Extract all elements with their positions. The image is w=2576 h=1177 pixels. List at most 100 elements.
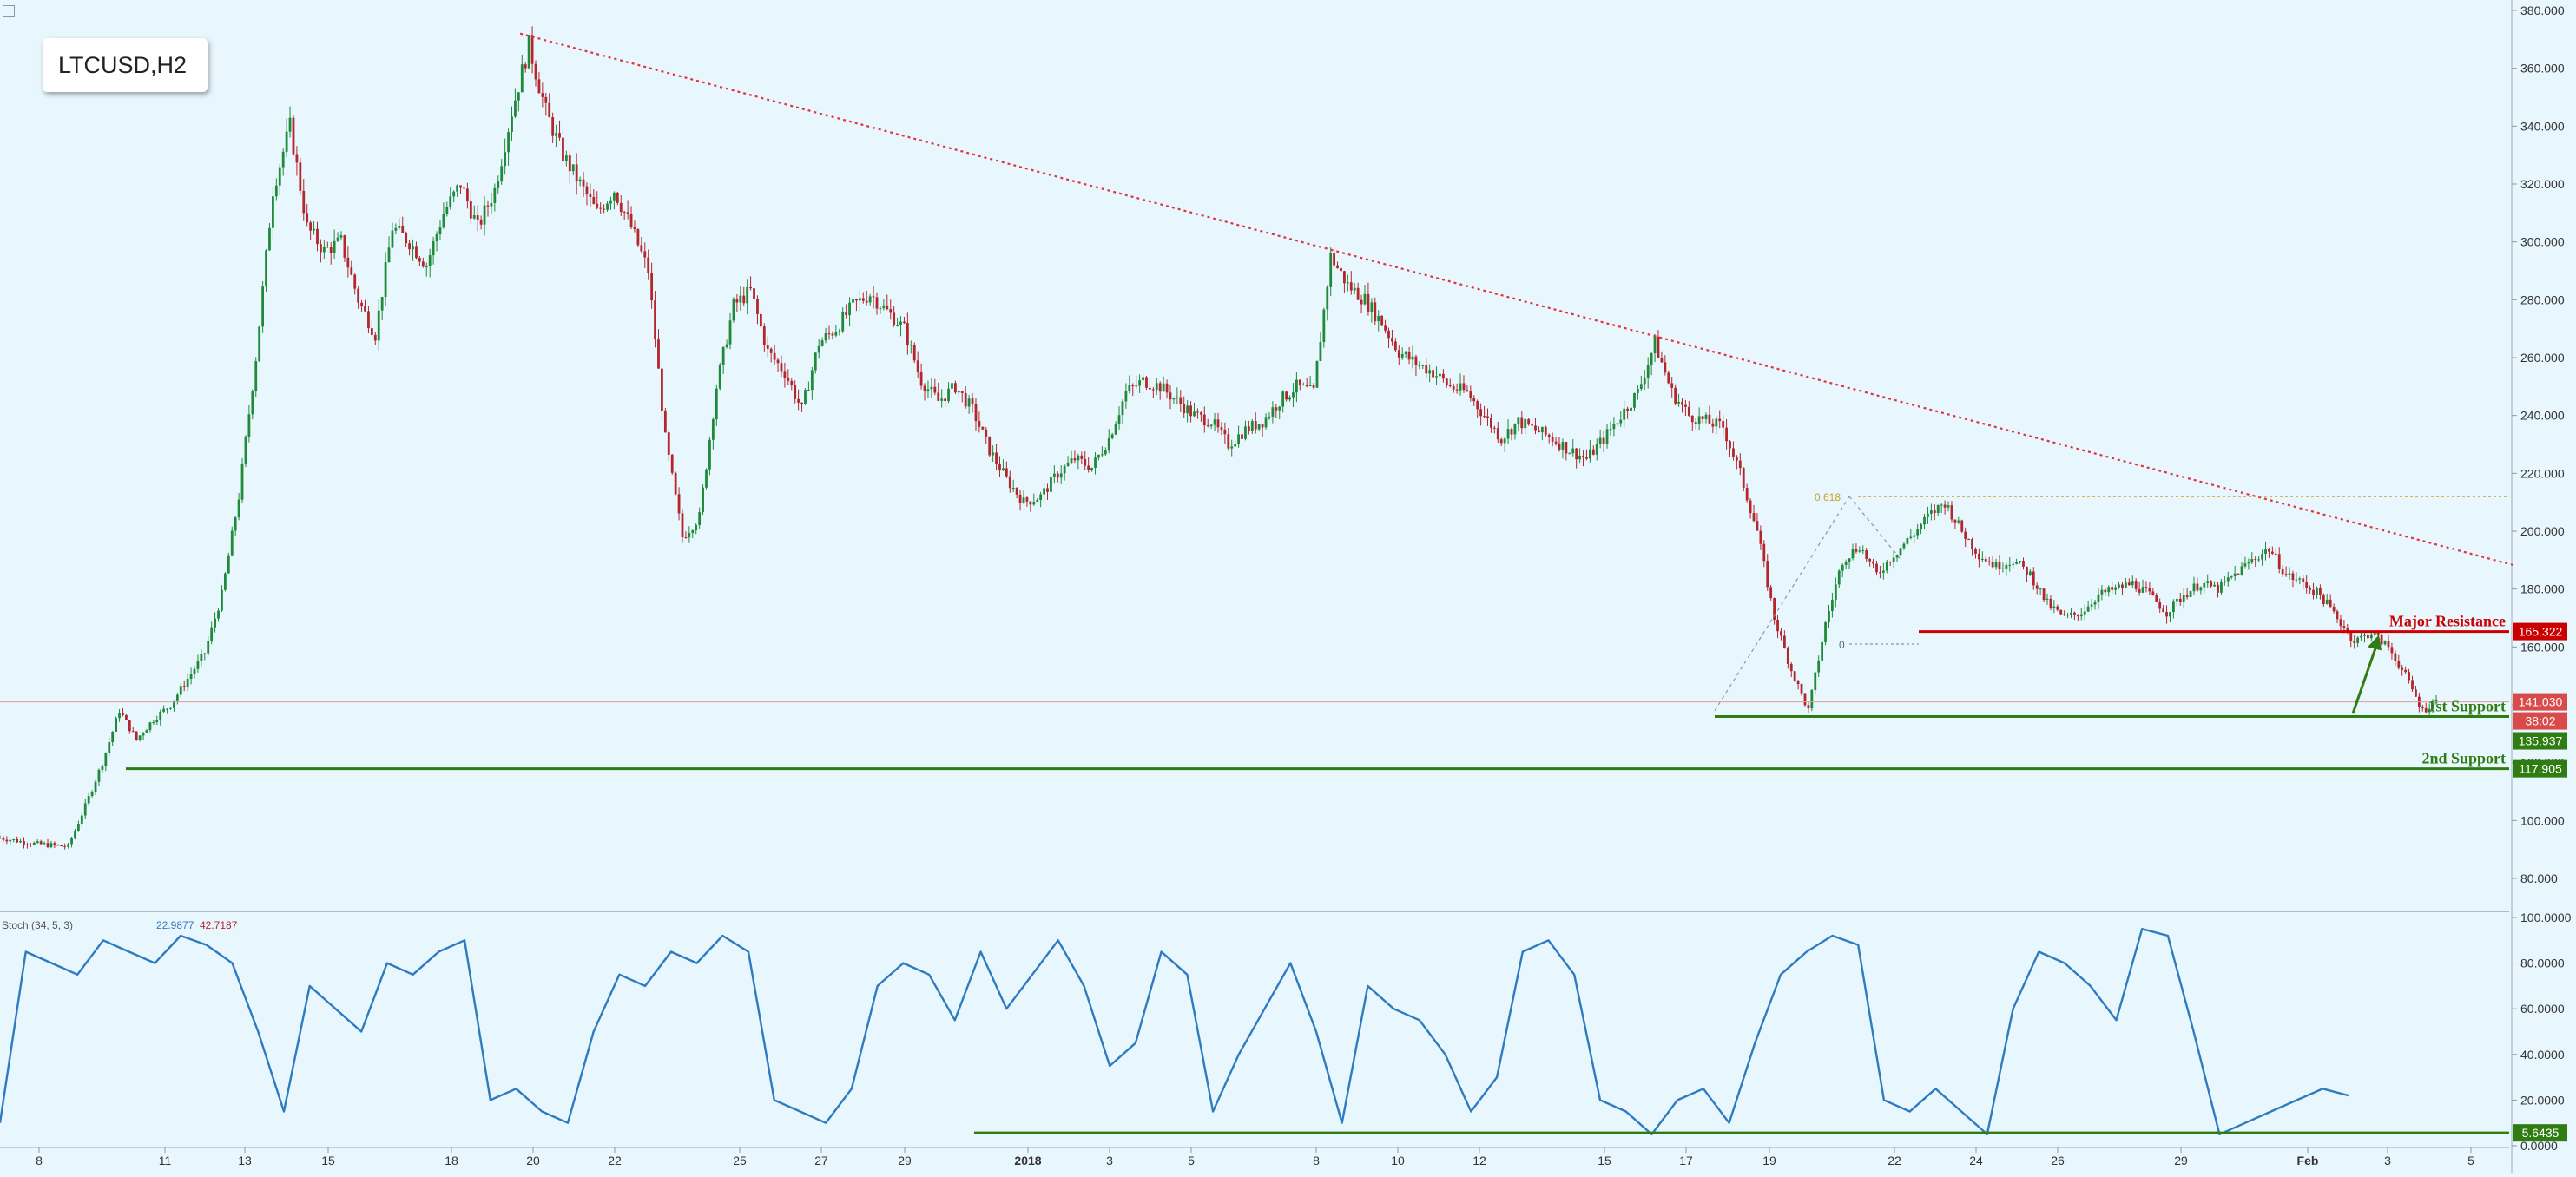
candle-body (1571, 448, 1575, 454)
candle-body (67, 844, 69, 847)
candle-body (387, 247, 391, 263)
candle-body (776, 359, 780, 364)
candle-body (623, 212, 626, 214)
candle-body (1936, 504, 1940, 514)
candle-body (53, 843, 56, 845)
collapse-icon[interactable]: – (3, 5, 15, 17)
candle-body (524, 64, 527, 69)
candle-body (1980, 558, 1984, 560)
candle-body (1520, 417, 1524, 429)
candle-body (2223, 581, 2226, 582)
candle-body (1084, 458, 1087, 466)
candle-body (688, 533, 691, 538)
candle-body (2295, 579, 2298, 581)
candle-body (804, 390, 807, 404)
candle-body (32, 842, 36, 845)
candle-body (2434, 699, 2438, 704)
stoch-level-tag-bg (2513, 1124, 2567, 1142)
candle-body (1960, 520, 1964, 532)
candle-body (2353, 641, 2356, 643)
candle-body (1947, 505, 1950, 508)
candle-body (732, 299, 735, 321)
candle-body (698, 512, 702, 525)
candle-body (2363, 634, 2366, 636)
candle-body (1015, 488, 1018, 495)
candle-body (1230, 446, 1234, 449)
candle-body (1828, 610, 1830, 623)
candle-body (967, 398, 971, 407)
candle-body (1374, 302, 1377, 322)
candle-body (1534, 425, 1537, 431)
candle-body (1414, 356, 1418, 365)
candle-body (2401, 667, 2404, 670)
candle-body (339, 235, 343, 238)
candle-body (1821, 641, 1824, 661)
time-tick-label: 17 (1679, 1154, 1693, 1167)
candle-body (1738, 460, 1742, 469)
candle-body (2268, 549, 2270, 552)
candle-body (1527, 418, 1531, 425)
candle-body (152, 722, 155, 724)
candle-body (1674, 387, 1677, 404)
candle-body (2056, 606, 2059, 610)
candle-body (2342, 626, 2346, 628)
candle-body (442, 214, 445, 228)
candle-body (954, 383, 957, 393)
candle-body (1179, 397, 1183, 404)
candle-body (2169, 612, 2171, 617)
candle-body (2411, 680, 2414, 690)
candle-body (691, 530, 695, 534)
candle-body (1759, 530, 1762, 544)
second-support-price-tag: 117.905 (2519, 762, 2562, 776)
price-tick-label: 320.000 (2520, 177, 2565, 191)
candle-body (1609, 429, 1612, 431)
stochastic-line (0, 928, 2349, 1135)
candle-body (186, 679, 189, 687)
candle-body (2250, 559, 2254, 563)
candle-body (1879, 572, 1881, 574)
candle-body (1657, 336, 1660, 358)
candle-body (568, 155, 571, 172)
candle-body (1991, 562, 1994, 568)
candle-body (1151, 389, 1155, 391)
candle-body (1568, 453, 1571, 455)
candle-body (1428, 370, 1432, 374)
candle-body (1445, 378, 1448, 385)
candle-body (1902, 543, 1906, 549)
candle-body (1588, 449, 1591, 459)
candle-body (1664, 362, 1667, 373)
candle-body (827, 333, 831, 335)
candle-body (1155, 383, 1158, 390)
candle-body (2073, 612, 2076, 615)
candle-body (1994, 562, 1998, 568)
candle-body (1220, 427, 1223, 430)
candle-body (820, 340, 824, 346)
candle-body (766, 345, 769, 349)
candle-body (2121, 584, 2124, 588)
resistance-price-tag-bg (2513, 622, 2567, 641)
candle-body (1786, 648, 1789, 664)
candle-body (83, 803, 87, 816)
candle-body (1817, 660, 1821, 673)
candle-body (2360, 635, 2362, 638)
candle-body (418, 258, 421, 262)
candle-body (97, 769, 101, 782)
time-tick-label: 8 (1313, 1154, 1320, 1167)
candle-body (1803, 693, 1807, 706)
candle-body (1565, 442, 1568, 454)
candle-body (1370, 302, 1374, 312)
candle-body (2015, 562, 2019, 564)
candle-body (46, 843, 49, 848)
candle-body (1547, 434, 1551, 437)
candle-body (49, 843, 53, 848)
candle-body (1234, 444, 1237, 447)
candle-body (1490, 418, 1492, 428)
candle-body (1254, 421, 1257, 430)
candle-body (861, 298, 865, 301)
candle-body (2155, 594, 2158, 602)
candle-body (401, 225, 405, 233)
candle-body (469, 201, 472, 219)
candle-body (1377, 315, 1380, 322)
